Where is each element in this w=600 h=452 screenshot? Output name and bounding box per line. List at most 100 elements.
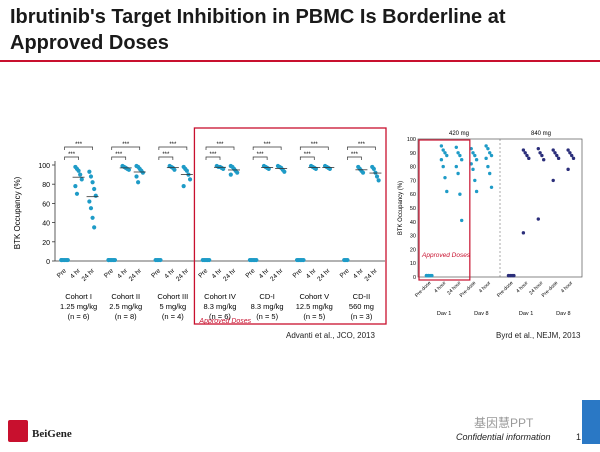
day-label: Day 8 xyxy=(556,311,570,315)
data-point xyxy=(489,153,494,158)
x-tick-label: 24 hr xyxy=(175,267,191,283)
y-tick-label: 80 xyxy=(410,165,416,171)
x-tick-label: 24 hr xyxy=(269,267,285,283)
significance-label: *** xyxy=(209,152,217,158)
x-tick-label: Pre-dose xyxy=(459,280,478,299)
data-point xyxy=(93,193,98,198)
citation-byrd: Byrd et al., NEJM, 2013 xyxy=(496,331,581,340)
significance-label: *** xyxy=(169,142,177,148)
data-point xyxy=(172,167,177,172)
data-point xyxy=(439,158,444,162)
significance-label: *** xyxy=(162,152,170,158)
y-tick-label: 10 xyxy=(410,261,416,267)
watermark: 基因慧PPT xyxy=(474,416,534,430)
data-point xyxy=(536,217,540,221)
approved-doses-box xyxy=(418,139,471,281)
data-point xyxy=(345,257,350,263)
x-tick-label: 24 hr xyxy=(81,267,97,283)
data-point xyxy=(471,167,475,172)
data-point xyxy=(488,151,492,155)
data-point xyxy=(542,158,546,162)
y-tick-label: 0 xyxy=(46,259,50,266)
data-point xyxy=(92,186,97,192)
data-point xyxy=(486,164,490,169)
significance-label: *** xyxy=(122,142,130,148)
significance-bracket xyxy=(64,156,79,160)
x-tick-label: Pre-dose xyxy=(541,280,560,299)
significance-bracket xyxy=(205,156,221,160)
significance-bracket xyxy=(299,146,329,150)
data-point xyxy=(79,177,84,182)
y-axis-label: BTK Occupancy (%) xyxy=(398,181,404,235)
data-point xyxy=(158,257,163,263)
y-tick-label: 100 xyxy=(38,163,50,170)
day-label: Day 1 xyxy=(437,311,451,315)
data-point xyxy=(488,171,492,176)
data-point xyxy=(65,257,70,263)
data-point xyxy=(87,169,92,174)
data-point xyxy=(228,172,233,177)
cohort-name: Cohort IV xyxy=(204,292,236,301)
data-point xyxy=(521,148,526,152)
data-point xyxy=(254,257,259,263)
data-point xyxy=(521,231,526,235)
cohort-dose: 560 mg xyxy=(349,302,374,311)
title-rule xyxy=(0,60,600,62)
data-point xyxy=(74,191,80,196)
data-point xyxy=(486,146,490,151)
significance-bracket xyxy=(299,156,315,160)
data-point xyxy=(566,148,570,152)
watermark-badge-icon xyxy=(582,400,600,444)
y-tick-label: 60 xyxy=(410,192,416,198)
data-point xyxy=(551,178,555,183)
data-point xyxy=(556,156,561,161)
approved-doses-label: Approved Doses xyxy=(421,252,471,259)
data-point xyxy=(73,184,78,189)
data-point xyxy=(184,168,189,173)
data-point xyxy=(371,166,376,171)
data-point xyxy=(484,156,488,161)
cohort-n: (n = 5) xyxy=(303,312,325,321)
x-tick-label: Pre xyxy=(339,267,351,279)
data-point xyxy=(553,151,557,155)
data-point xyxy=(376,178,381,183)
data-point xyxy=(441,164,445,169)
data-point xyxy=(426,273,430,278)
data-point xyxy=(301,257,306,263)
data-point xyxy=(445,189,449,194)
cohort-name: Cohort I xyxy=(65,292,92,301)
x-tick-label: Pre xyxy=(292,267,304,279)
y-tick-label: 60 xyxy=(42,201,50,208)
data-point xyxy=(439,144,444,148)
group-label: 840 mg xyxy=(531,131,551,137)
data-point xyxy=(555,153,559,158)
data-point xyxy=(571,156,576,161)
data-point xyxy=(570,153,574,158)
y-tick-label: 20 xyxy=(410,247,416,253)
significance-bracket xyxy=(252,146,282,150)
data-point xyxy=(282,169,287,174)
significance-bracket xyxy=(347,156,362,160)
cohort-dose: 8.3 mg/kg xyxy=(251,302,284,311)
cohort-name: Cohort II xyxy=(111,292,140,301)
significance-bracket xyxy=(111,156,127,160)
y-tick-label: 40 xyxy=(410,220,416,226)
confidential-notice: Confidential information xyxy=(456,432,551,442)
group-label: 420 mg xyxy=(449,131,469,137)
data-point xyxy=(474,158,479,162)
data-point xyxy=(484,144,488,148)
data-point xyxy=(136,180,141,185)
data-point xyxy=(88,206,94,211)
data-point xyxy=(473,178,477,183)
y-tick-label: 50 xyxy=(410,206,416,212)
data-point xyxy=(473,153,477,158)
data-point xyxy=(474,189,479,194)
data-point xyxy=(88,174,94,179)
cohort-dose: 1.25 mg/kg xyxy=(60,302,97,311)
significance-label: *** xyxy=(216,142,224,148)
data-point xyxy=(374,174,380,179)
data-point xyxy=(540,153,544,158)
company-logo-icon xyxy=(8,420,28,442)
cohort-name: Cohort III xyxy=(157,292,188,301)
data-point xyxy=(523,151,527,155)
